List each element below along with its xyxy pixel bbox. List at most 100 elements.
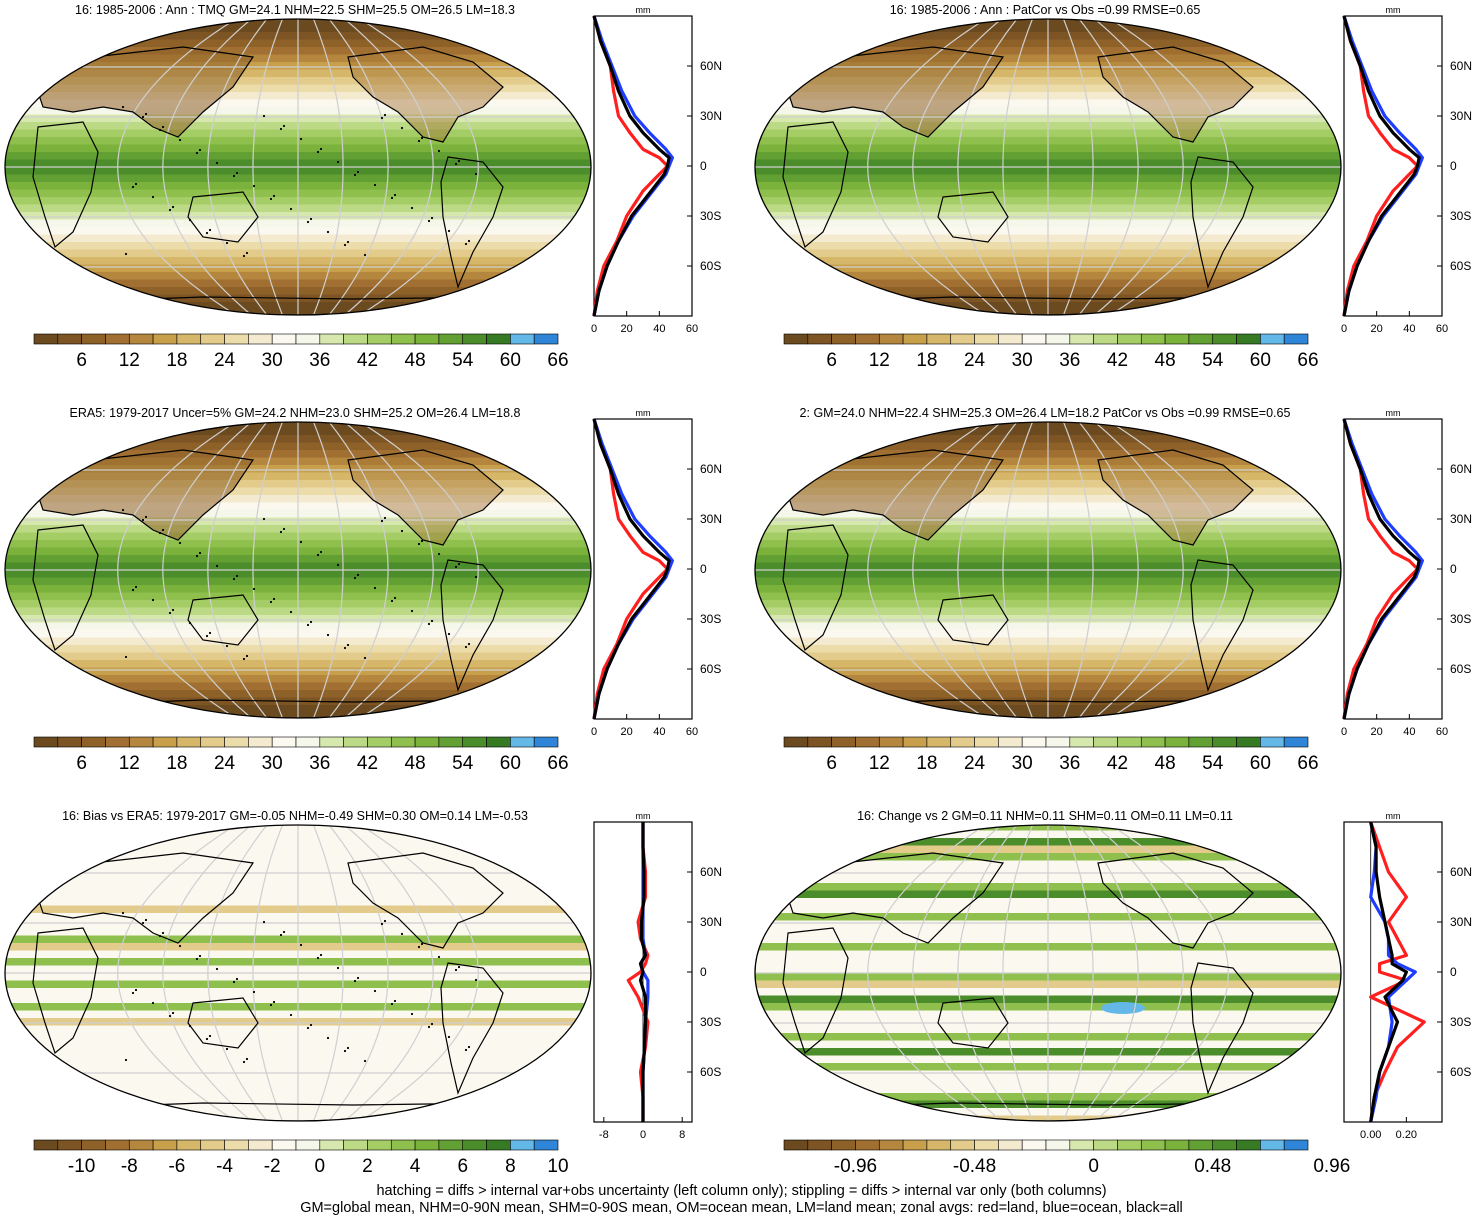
coastline-australia — [187, 191, 259, 243]
zonal-xtick-label: 20 — [1371, 726, 1383, 738]
colorbar-swatch — [831, 1139, 856, 1151]
colorbar-swatch — [1236, 736, 1261, 748]
colorbar-swatch — [1021, 736, 1047, 748]
map-field — [755, 19, 1341, 315]
colorbar-swatch — [367, 333, 392, 345]
colorbar-swatch — [926, 333, 952, 345]
zonal-xtick-label: 20 — [621, 323, 633, 335]
dry-land-shading — [1098, 47, 1253, 142]
zonal-series-land — [592, 15, 670, 317]
colorbar-swatch — [1069, 1139, 1094, 1151]
colorbar-swatch — [1283, 333, 1309, 345]
colorbar-label: 54 — [452, 350, 474, 371]
colorbar-swatch — [1069, 736, 1094, 748]
zonal-xtick-label: -8 — [599, 1129, 609, 1141]
zonal-ytick-label: 60N — [700, 865, 722, 879]
colorbar-swatch — [1212, 1139, 1237, 1151]
zonal-series-all — [592, 15, 671, 317]
colorbar-swatch — [807, 736, 832, 748]
coastline-australia — [937, 191, 1009, 243]
zonal-xtick-label: 60 — [686, 323, 698, 335]
colorbar-swatch — [974, 1139, 999, 1151]
panel-title: 16: Change vs 2 GM=0.11 NHM=0.11 SHM=0.1… — [857, 809, 1233, 823]
colorbar-swatch — [414, 736, 440, 748]
colorbar-label: 24 — [214, 753, 236, 774]
zonal-unit-label: mm — [636, 408, 651, 418]
zonal-xtick-label: 60 — [1436, 323, 1448, 335]
zonal-xtick-label: 40 — [1403, 726, 1415, 738]
change-max-contour — [1101, 1002, 1145, 1014]
colorbar-swatch — [1045, 1139, 1071, 1151]
colorbar-swatch — [81, 736, 106, 748]
colorbar-swatch — [367, 736, 392, 748]
coastline-africa — [32, 121, 99, 249]
stippling — [121, 508, 478, 661]
colorbar-swatch — [152, 333, 178, 345]
map-field — [5, 19, 591, 315]
colorbar-swatch — [486, 333, 511, 345]
dry-land-shading — [783, 450, 1003, 540]
colorbar-label: 18 — [916, 350, 937, 371]
colorbar-label: 66 — [547, 350, 568, 371]
colorbar-label: 66 — [1297, 753, 1318, 774]
map-field — [5, 422, 591, 718]
colorbar-swatch — [1117, 1139, 1142, 1151]
colorbar-swatch — [902, 1139, 928, 1151]
colorbar-label: 0.96 — [1313, 1156, 1350, 1177]
coastline-south-america — [440, 156, 504, 289]
stippling — [121, 911, 478, 1064]
colorbar-swatch — [950, 1139, 975, 1151]
colorbar-swatch — [783, 736, 809, 748]
colorbar-swatch — [1236, 333, 1261, 345]
colorbar-swatch — [343, 1139, 368, 1151]
colorbar-swatch — [1283, 1139, 1309, 1151]
colorbar-label: 10 — [547, 1156, 568, 1177]
map-field — [5, 825, 591, 1121]
coastline-australia — [937, 997, 1009, 1049]
zonal-unit-label: mm — [1386, 811, 1401, 821]
colorbar-swatch — [33, 333, 59, 345]
colorbar-swatch — [998, 333, 1023, 345]
coastline-south-america — [1190, 559, 1254, 692]
coastline-eurasia — [782, 449, 1005, 541]
colorbar-swatch — [855, 333, 880, 345]
zonal-ytick-label: 60N — [700, 59, 722, 73]
zonal-ytick-label: 60N — [1450, 865, 1472, 879]
colorbar-swatch — [974, 736, 999, 748]
colorbar-swatch — [486, 1139, 511, 1151]
zonal-ytick-label: 60N — [1450, 59, 1472, 73]
colorbar-swatch — [81, 1139, 106, 1151]
colorbar-swatch — [486, 736, 511, 748]
coastline-south-america — [1190, 962, 1254, 1095]
colorbar-swatch — [1140, 1139, 1166, 1151]
zonal-xtick-label: 0 — [1341, 323, 1347, 335]
zonal-ytick-label: 30S — [1450, 1015, 1471, 1029]
colorbar-swatch — [462, 736, 487, 748]
coastline-australia — [187, 997, 259, 1049]
colorbar-label: 0.48 — [1194, 1156, 1231, 1177]
colorbar-label: 42 — [1107, 753, 1128, 774]
colorbar-swatch — [1021, 1139, 1047, 1151]
coastline-south-america — [440, 962, 504, 1095]
coastline-north-america — [347, 449, 504, 546]
zonal-xtick-label: 0 — [640, 1129, 646, 1141]
panel-title: 16: 1985-2006 : Ann : PatCor vs Obs =0.9… — [890, 3, 1201, 17]
coastline-north-america — [1097, 852, 1254, 949]
colorbar-swatch — [224, 333, 249, 345]
colorbar-label: 60 — [500, 753, 521, 774]
zonal-xtick-label: 60 — [1436, 726, 1448, 738]
map-graticule — [5, 19, 591, 315]
colorbar-swatch — [831, 333, 856, 345]
zonal-ytick-label: 30S — [700, 209, 721, 223]
colorbar-swatch — [1260, 736, 1285, 748]
coastline-africa — [782, 121, 849, 249]
map-outline — [754, 824, 1342, 1122]
colorbar-label: -8 — [121, 1156, 138, 1177]
colorbar-swatch — [152, 736, 178, 748]
zonal-series-all — [1342, 418, 1421, 720]
colorbar-swatch — [319, 1139, 344, 1151]
colorbar-label: 6 — [826, 753, 837, 774]
panel-title: 16: 1985-2006 : Ann : TMQ GM=24.1 NHM=22… — [75, 3, 515, 17]
colorbar-label: 48 — [1155, 350, 1176, 371]
map-field — [755, 825, 1341, 1121]
